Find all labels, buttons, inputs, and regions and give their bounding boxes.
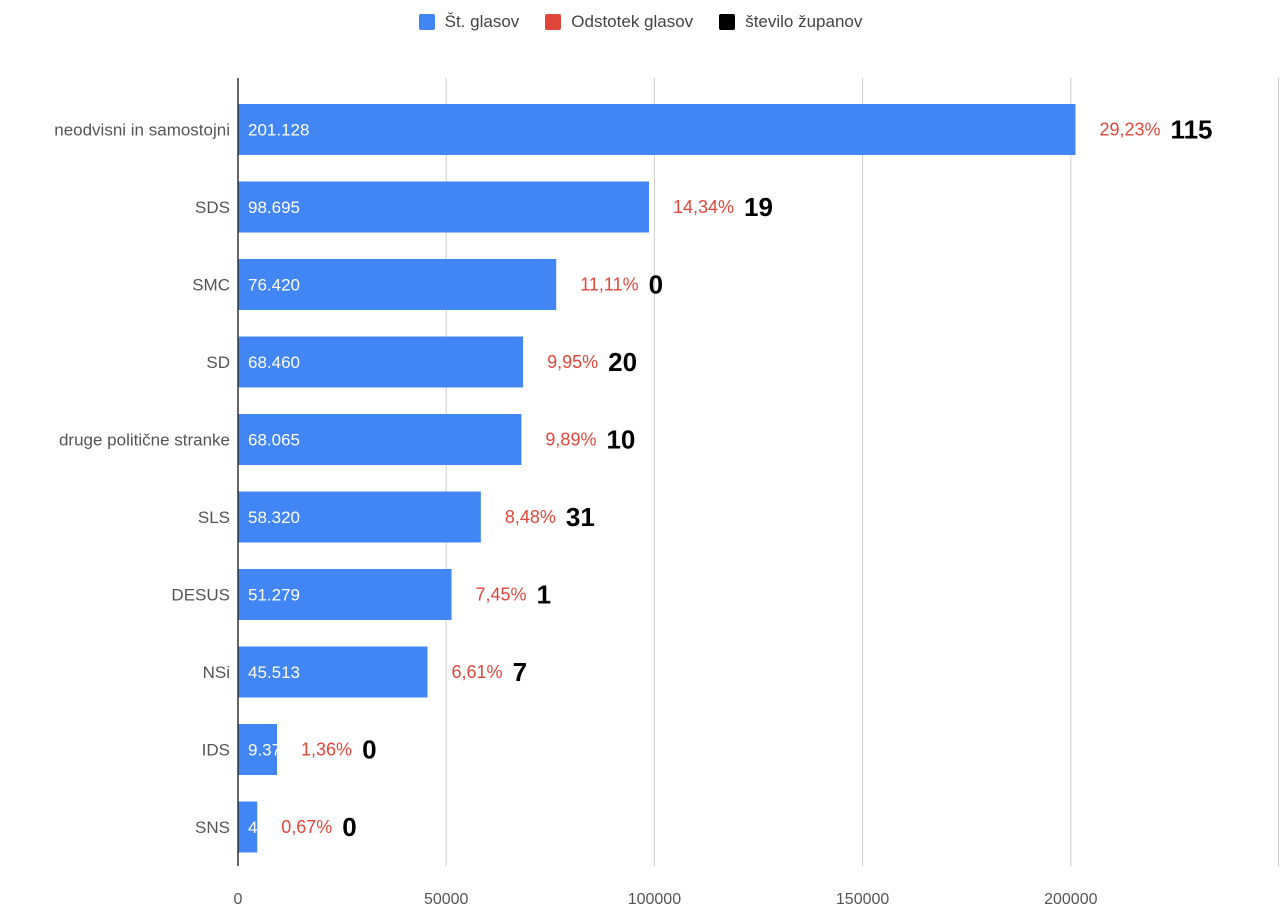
- bar-value-label: 68.065: [248, 431, 300, 450]
- mayor-count-label: 0: [342, 812, 356, 842]
- percent-label: 29,23%: [1099, 120, 1160, 140]
- mayor-count-label: 7: [513, 657, 527, 687]
- bar-value-label: 76.420: [248, 276, 300, 295]
- legend-label-percent: Odstotek glasov: [571, 12, 694, 31]
- chart-legend: Št. glasov Odstotek glasov število župan…: [0, 12, 1281, 32]
- category-label: SNS: [195, 818, 230, 837]
- bar[interactable]: [238, 104, 1076, 155]
- legend-swatch-votes: [418, 14, 435, 30]
- mayor-count-label: 0: [649, 270, 663, 300]
- bar-value-label: 4.620: [248, 818, 291, 837]
- legend-item-percent[interactable]: Odstotek glasov: [545, 12, 693, 32]
- legend-item-votes[interactable]: Št. glasov: [418, 12, 520, 32]
- bar-value-label: 9.372: [248, 741, 291, 760]
- bar[interactable]: [238, 724, 278, 775]
- bar[interactable]: [238, 646, 428, 698]
- mayor-count-label: 1: [537, 580, 551, 610]
- x-tick-label: 100000: [628, 891, 681, 908]
- category-label: SD: [206, 353, 230, 372]
- percent-label: 8,48%: [505, 507, 556, 527]
- category-label: neodvisni in samostojni: [54, 121, 230, 140]
- x-tick-label: 0: [234, 891, 243, 908]
- category-label: SLS: [198, 508, 230, 527]
- x-tick-label: 150000: [836, 891, 889, 908]
- x-tick-label: 50000: [424, 891, 469, 908]
- bar[interactable]: [238, 414, 522, 465]
- bar[interactable]: [238, 491, 481, 543]
- category-label: druge politične stranke: [59, 431, 230, 450]
- bar-value-label: 51.279: [248, 586, 300, 605]
- bar[interactable]: [238, 336, 524, 388]
- legend-swatch-percent: [545, 14, 562, 30]
- bar-value-label: 68.460: [248, 353, 300, 372]
- percent-label: 9,89%: [545, 430, 596, 450]
- percent-label: 0,67%: [281, 817, 332, 837]
- bar-value-label: 45.513: [248, 663, 300, 682]
- bar-value-label: 58.320: [248, 508, 300, 527]
- category-label: SMC: [192, 276, 230, 295]
- percent-label: 11,11%: [580, 275, 638, 295]
- legend-item-mayors[interactable]: število županov: [719, 12, 862, 32]
- mayor-count-label: 19: [744, 192, 773, 222]
- bar[interactable]: [238, 181, 649, 233]
- mayor-count-label: 10: [606, 425, 635, 455]
- category-label: DESUS: [171, 586, 230, 605]
- bar[interactable]: [238, 259, 557, 310]
- bar[interactable]: [238, 569, 452, 620]
- percent-label: 9,95%: [547, 352, 598, 372]
- percent-label: 14,34%: [673, 197, 734, 217]
- bar-value-label: 201.128: [248, 121, 309, 140]
- legend-label-votes: Št. glasov: [444, 12, 520, 31]
- category-label: SDS: [195, 198, 230, 217]
- bar[interactable]: [238, 801, 258, 853]
- legend-label-mayors: število županov: [745, 12, 863, 31]
- category-label: NSi: [203, 663, 230, 682]
- percent-label: 1,36%: [301, 740, 352, 760]
- percent-label: 6,61%: [452, 662, 503, 682]
- category-label: IDS: [202, 741, 230, 760]
- percent-label: 7,45%: [476, 585, 527, 605]
- x-tick-label: 200000: [1044, 891, 1097, 908]
- bar-value-label: 98.695: [248, 198, 300, 217]
- mayor-count-label: 0: [362, 735, 376, 765]
- mayor-count-label: 31: [566, 502, 595, 532]
- mayor-count-label: 20: [608, 347, 637, 377]
- legend-swatch-mayors: [719, 14, 736, 30]
- mayor-count-label: 115: [1171, 115, 1213, 145]
